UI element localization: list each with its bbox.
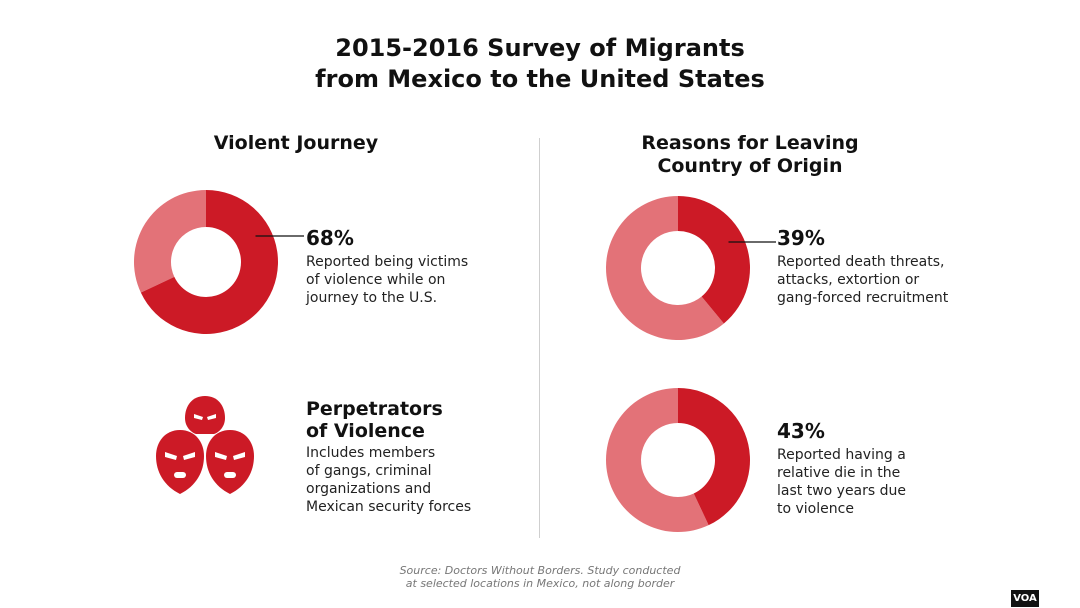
perpetrators-title-line: of Violence: [306, 420, 425, 442]
stat-relative-died: 43% Reported having a relative die in th…: [777, 420, 962, 518]
stat-desc-line: of violence while on: [306, 272, 446, 288]
donut-slice-value: [678, 196, 750, 324]
section-heading-reasons: Reasons for Leaving Country of Origin: [600, 132, 900, 178]
donut-slice-value: [678, 388, 750, 526]
stat-description: Reported having a relative die in the la…: [777, 446, 962, 518]
page-title: 2015-2016 Survey of Migrants from Mexico…: [0, 33, 1080, 95]
donut-slice-remainder: [134, 190, 206, 293]
title-line-2: from Mexico to the United States: [315, 65, 765, 93]
stat-description: Reported being victims of violence while…: [306, 253, 491, 307]
donut-chart-violence-journey: [134, 190, 304, 334]
perpetrators-description: Includes members of gangs, criminal orga…: [306, 444, 491, 516]
perpetrators-desc-line: Mexican security forces: [306, 499, 472, 515]
perpetrators-title: Perpetrators of Violence: [306, 398, 506, 442]
stat-violence-journey: 68% Reported being victims of violence w…: [306, 227, 491, 307]
donut-slice-remainder: [606, 388, 709, 532]
stat-desc-line: Reported death threats,: [777, 254, 945, 270]
masked-figures-icon: [156, 396, 254, 494]
stat-percentage: 68%: [306, 226, 354, 250]
stat-desc-line: relative die in the: [777, 465, 901, 481]
section-heading-violent-journey: Violent Journey: [213, 132, 379, 154]
donut-slice-value: [140, 190, 278, 334]
stat-death-threats: 39% Reported death threats, attacks, ext…: [777, 227, 962, 307]
stat-percentage: 43%: [777, 419, 825, 443]
perpetrators-desc-line: of gangs, criminal: [306, 463, 432, 479]
voa-logo: VOA: [1011, 590, 1039, 607]
stat-desc-line: gang-forced recruitment: [777, 290, 949, 306]
column-divider: [539, 138, 540, 538]
donut-chart-death-threats: [606, 196, 776, 340]
donut-chart-relative-died: [606, 388, 750, 532]
source-note: Source: Doctors Without Borders. Study c…: [340, 564, 740, 590]
title-line-1: 2015-2016 Survey of Migrants: [335, 34, 745, 62]
source-line: Source: Doctors Without Borders. Study c…: [399, 564, 681, 577]
stat-desc-line: Reported being victims: [306, 254, 469, 270]
perpetrators-desc-line: organizations and: [306, 481, 432, 497]
source-line: at selected locations in Mexico, not alo…: [405, 577, 675, 590]
stat-desc-line: last two years due: [777, 483, 907, 499]
stat-description: Reported death threats, attacks, extorti…: [777, 253, 962, 307]
stat-desc-line: Reported having a: [777, 447, 906, 463]
stat-desc-line: to violence: [777, 501, 854, 517]
stat-desc-line: journey to the U.S.: [306, 290, 438, 306]
section-heading-reasons-line-2: Country of Origin: [657, 155, 843, 177]
perpetrators-desc-line: Includes members: [306, 445, 436, 461]
stat-percentage: 39%: [777, 226, 825, 250]
perpetrators-title-line: Perpetrators: [306, 398, 443, 420]
section-heading-reasons-line-1: Reasons for Leaving: [641, 132, 859, 154]
stat-desc-line: attacks, extortion or: [777, 272, 920, 288]
donut-slice-remainder: [606, 196, 724, 340]
